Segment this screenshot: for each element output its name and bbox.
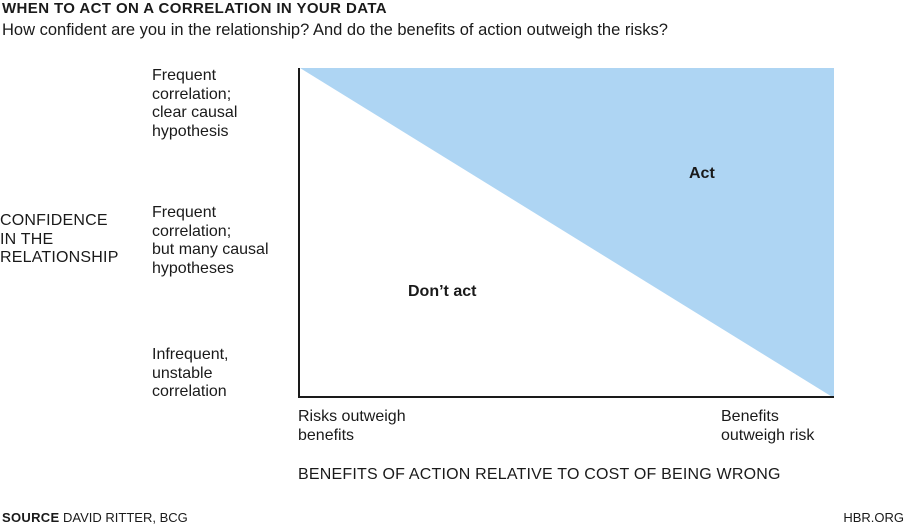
chart-title: WHEN TO ACT ON A CORRELATION IN YOUR DAT… <box>2 0 387 17</box>
x-axis-label: BENEFITS OF ACTION RELATIVE TO COST OF B… <box>298 466 781 483</box>
x-end-line: outweigh risk <box>721 426 815 444</box>
y-level-line: Frequent <box>152 204 217 221</box>
y-level-line: clear causal <box>152 104 238 121</box>
source-label: SOURCE <box>2 510 60 525</box>
y-level-line: but many causal <box>152 241 269 258</box>
brand-label: HBR.ORG <box>843 510 904 525</box>
y-level-line: correlation; <box>152 85 232 103</box>
decision-plot-svg <box>298 68 834 398</box>
y-level-line: correlation; <box>152 222 232 240</box>
y-level-low: Infrequent, unstable correlation <box>152 346 229 402</box>
x-axis-right-end-label: Benefits outweigh risk <box>721 408 814 445</box>
y-level-line: Frequent <box>152 67 217 84</box>
source-credit: SOURCE DAVID RITTER, BCG <box>2 510 188 525</box>
dont-act-region-label: Don’t act <box>408 283 477 300</box>
y-level-high: Frequent correlation; clear causal hypot… <box>152 67 237 141</box>
x-axis-left-end-label: Risks outweigh benefits <box>298 408 406 445</box>
act-region-label: Act <box>689 165 715 182</box>
y-level-line: correlation <box>152 383 227 400</box>
act-region <box>300 68 834 398</box>
y-level-line: unstable <box>152 364 213 382</box>
source-text: DAVID RITTER, BCG <box>63 510 188 525</box>
x-end-line: benefits <box>298 426 355 444</box>
chart-subtitle: How confident are you in the relationshi… <box>2 21 668 39</box>
x-end-line: Risks outweigh <box>298 408 406 425</box>
x-end-line: Benefits <box>721 408 779 425</box>
y-axis-label-line: IN THE <box>0 230 54 248</box>
decision-plot: Act Don’t act <box>298 68 834 398</box>
y-level-line: hypotheses <box>152 259 234 277</box>
y-axis-label: CONFIDENCE IN THE RELATIONSHIP <box>0 212 119 268</box>
y-axis-label-line: CONFIDENCE <box>0 212 108 229</box>
y-level-line: hypothesis <box>152 122 229 140</box>
y-level-line: Infrequent, <box>152 346 229 363</box>
y-level-medium: Frequent correlation; but many causal hy… <box>152 204 269 278</box>
y-axis-label-line: RELATIONSHIP <box>0 249 119 266</box>
